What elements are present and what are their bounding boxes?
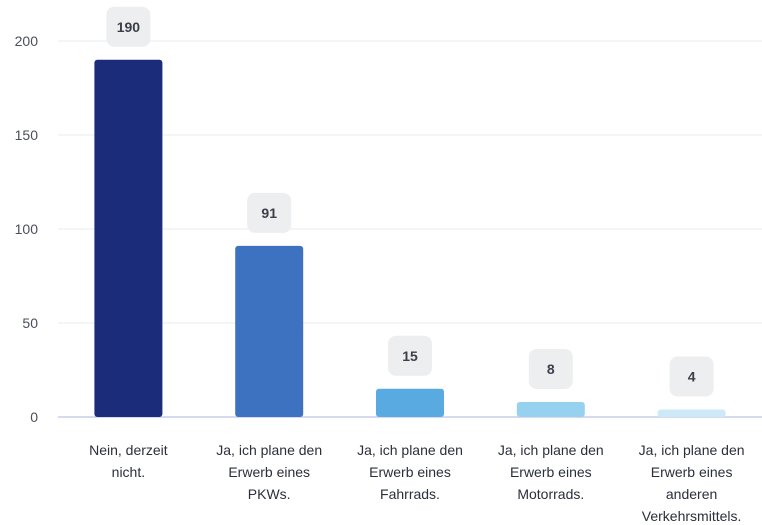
category-label: Verkehrsmittels.	[642, 508, 742, 524]
category-label: Nein, derzeit	[89, 442, 168, 458]
y-tick-label: 0	[30, 409, 38, 425]
y-tick-label: 50	[22, 315, 38, 331]
data-label-background	[247, 192, 292, 233]
bar	[376, 388, 444, 417]
data-label: 15	[402, 348, 418, 364]
y-tick-label: 150	[15, 127, 39, 143]
bar	[657, 409, 726, 417]
data-label-background	[106, 6, 151, 47]
category-label: Fahrrads.	[380, 486, 440, 502]
category-label: Ja, ich plane den	[498, 442, 604, 458]
category-label: Erwerb eines	[651, 464, 733, 480]
category-label: Erwerb eines	[228, 464, 310, 480]
data-label: 91	[261, 205, 277, 221]
category-label: Ja, ich plane den	[357, 442, 463, 458]
data-label-background	[669, 356, 714, 397]
category-label: Ja, ich plane den	[216, 442, 322, 458]
y-tick-label: 100	[15, 221, 39, 237]
data-label-background	[528, 348, 573, 389]
bar	[516, 401, 585, 417]
category-label: PKWs.	[248, 486, 291, 502]
category-label: nicht.	[112, 464, 145, 480]
data-labels: 190 91 15 8 4	[106, 6, 714, 397]
bars	[94, 59, 726, 418]
data-label: 190	[117, 19, 141, 35]
category-label: Motorrads.	[517, 486, 584, 502]
y-tick-label: 200	[15, 33, 39, 49]
bar	[94, 59, 163, 418]
category-label: Erwerb eines	[510, 464, 592, 480]
bar	[235, 245, 304, 417]
data-label: 8	[547, 361, 555, 377]
y-axis-ticks: 0 50 100 150 200	[15, 33, 39, 425]
data-label-background	[388, 335, 432, 376]
category-label: anderen	[666, 486, 717, 502]
x-axis-categories: Nein, derzeit nicht. Ja, ich plane den Erwe…	[89, 442, 744, 524]
data-label: 4	[688, 368, 696, 384]
category-label: Ja, ich plane den	[639, 442, 745, 458]
category-label: Erwerb eines	[369, 464, 451, 480]
